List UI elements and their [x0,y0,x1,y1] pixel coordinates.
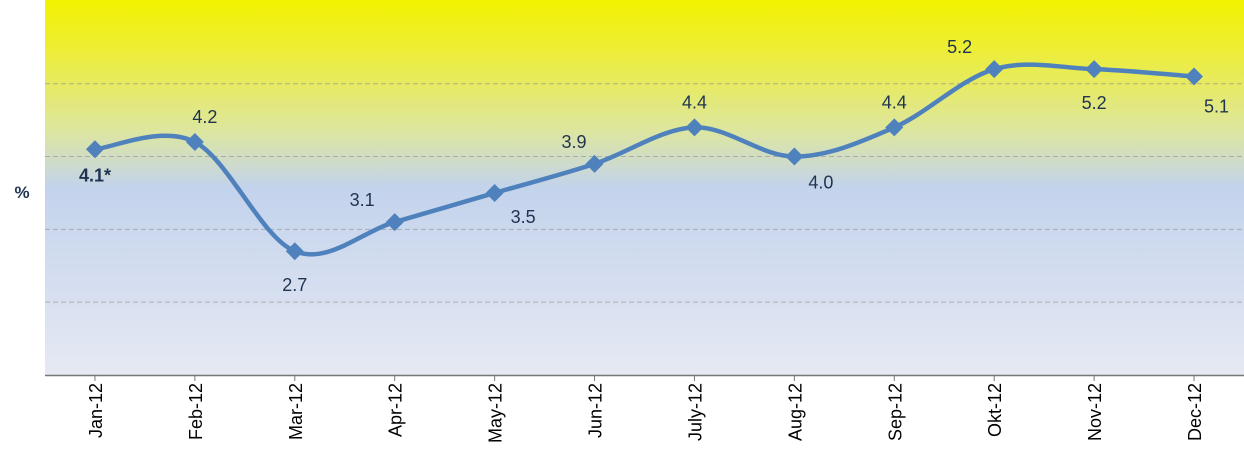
data-point [585,154,604,173]
data-point [885,118,904,137]
x-tick-label: Jan-12 [86,383,106,438]
data-label: 5.1 [1204,96,1229,116]
data-label: 3.9 [562,132,587,152]
x-tick-label: July-12 [685,383,705,441]
data-point [1085,60,1104,79]
data-label: 3.5 [511,207,536,227]
data-label: 5.2 [1082,93,1107,113]
data-point [385,213,404,232]
data-point [485,183,504,202]
y-axis-label: % [14,183,29,202]
data-point [685,118,704,137]
x-tick-label: Dec-12 [1185,383,1205,441]
data-label: 4.4 [882,92,907,112]
data-label: 2.7 [282,275,307,295]
data-point [185,132,204,151]
x-tick-label: Apr-12 [386,383,406,437]
data-label: 4.1* [79,165,111,185]
data-point [85,140,104,159]
data-point [1185,67,1204,86]
x-tick-label: May-12 [486,383,506,443]
data-label: 4.2 [192,107,217,127]
x-tick-label: Nov-12 [1085,383,1105,441]
data-point [985,60,1004,79]
x-tick-label: Mar-12 [286,383,306,440]
data-label: 5.2 [947,37,972,57]
x-tick-label: Okt-12 [985,383,1005,437]
data-point [785,147,804,166]
series-line [94,62,1195,257]
x-tick-label: Jun-12 [586,383,606,438]
data-point [285,242,304,261]
x-tick-label: Sep-12 [885,383,905,441]
x-tick-label: Feb-12 [186,383,206,440]
data-label: 4.0 [808,173,833,193]
data-label: 4.4 [682,92,707,112]
data-label: 3.1 [350,190,375,210]
x-tick-label: Aug-12 [785,383,805,441]
plot-area [45,0,1244,375]
